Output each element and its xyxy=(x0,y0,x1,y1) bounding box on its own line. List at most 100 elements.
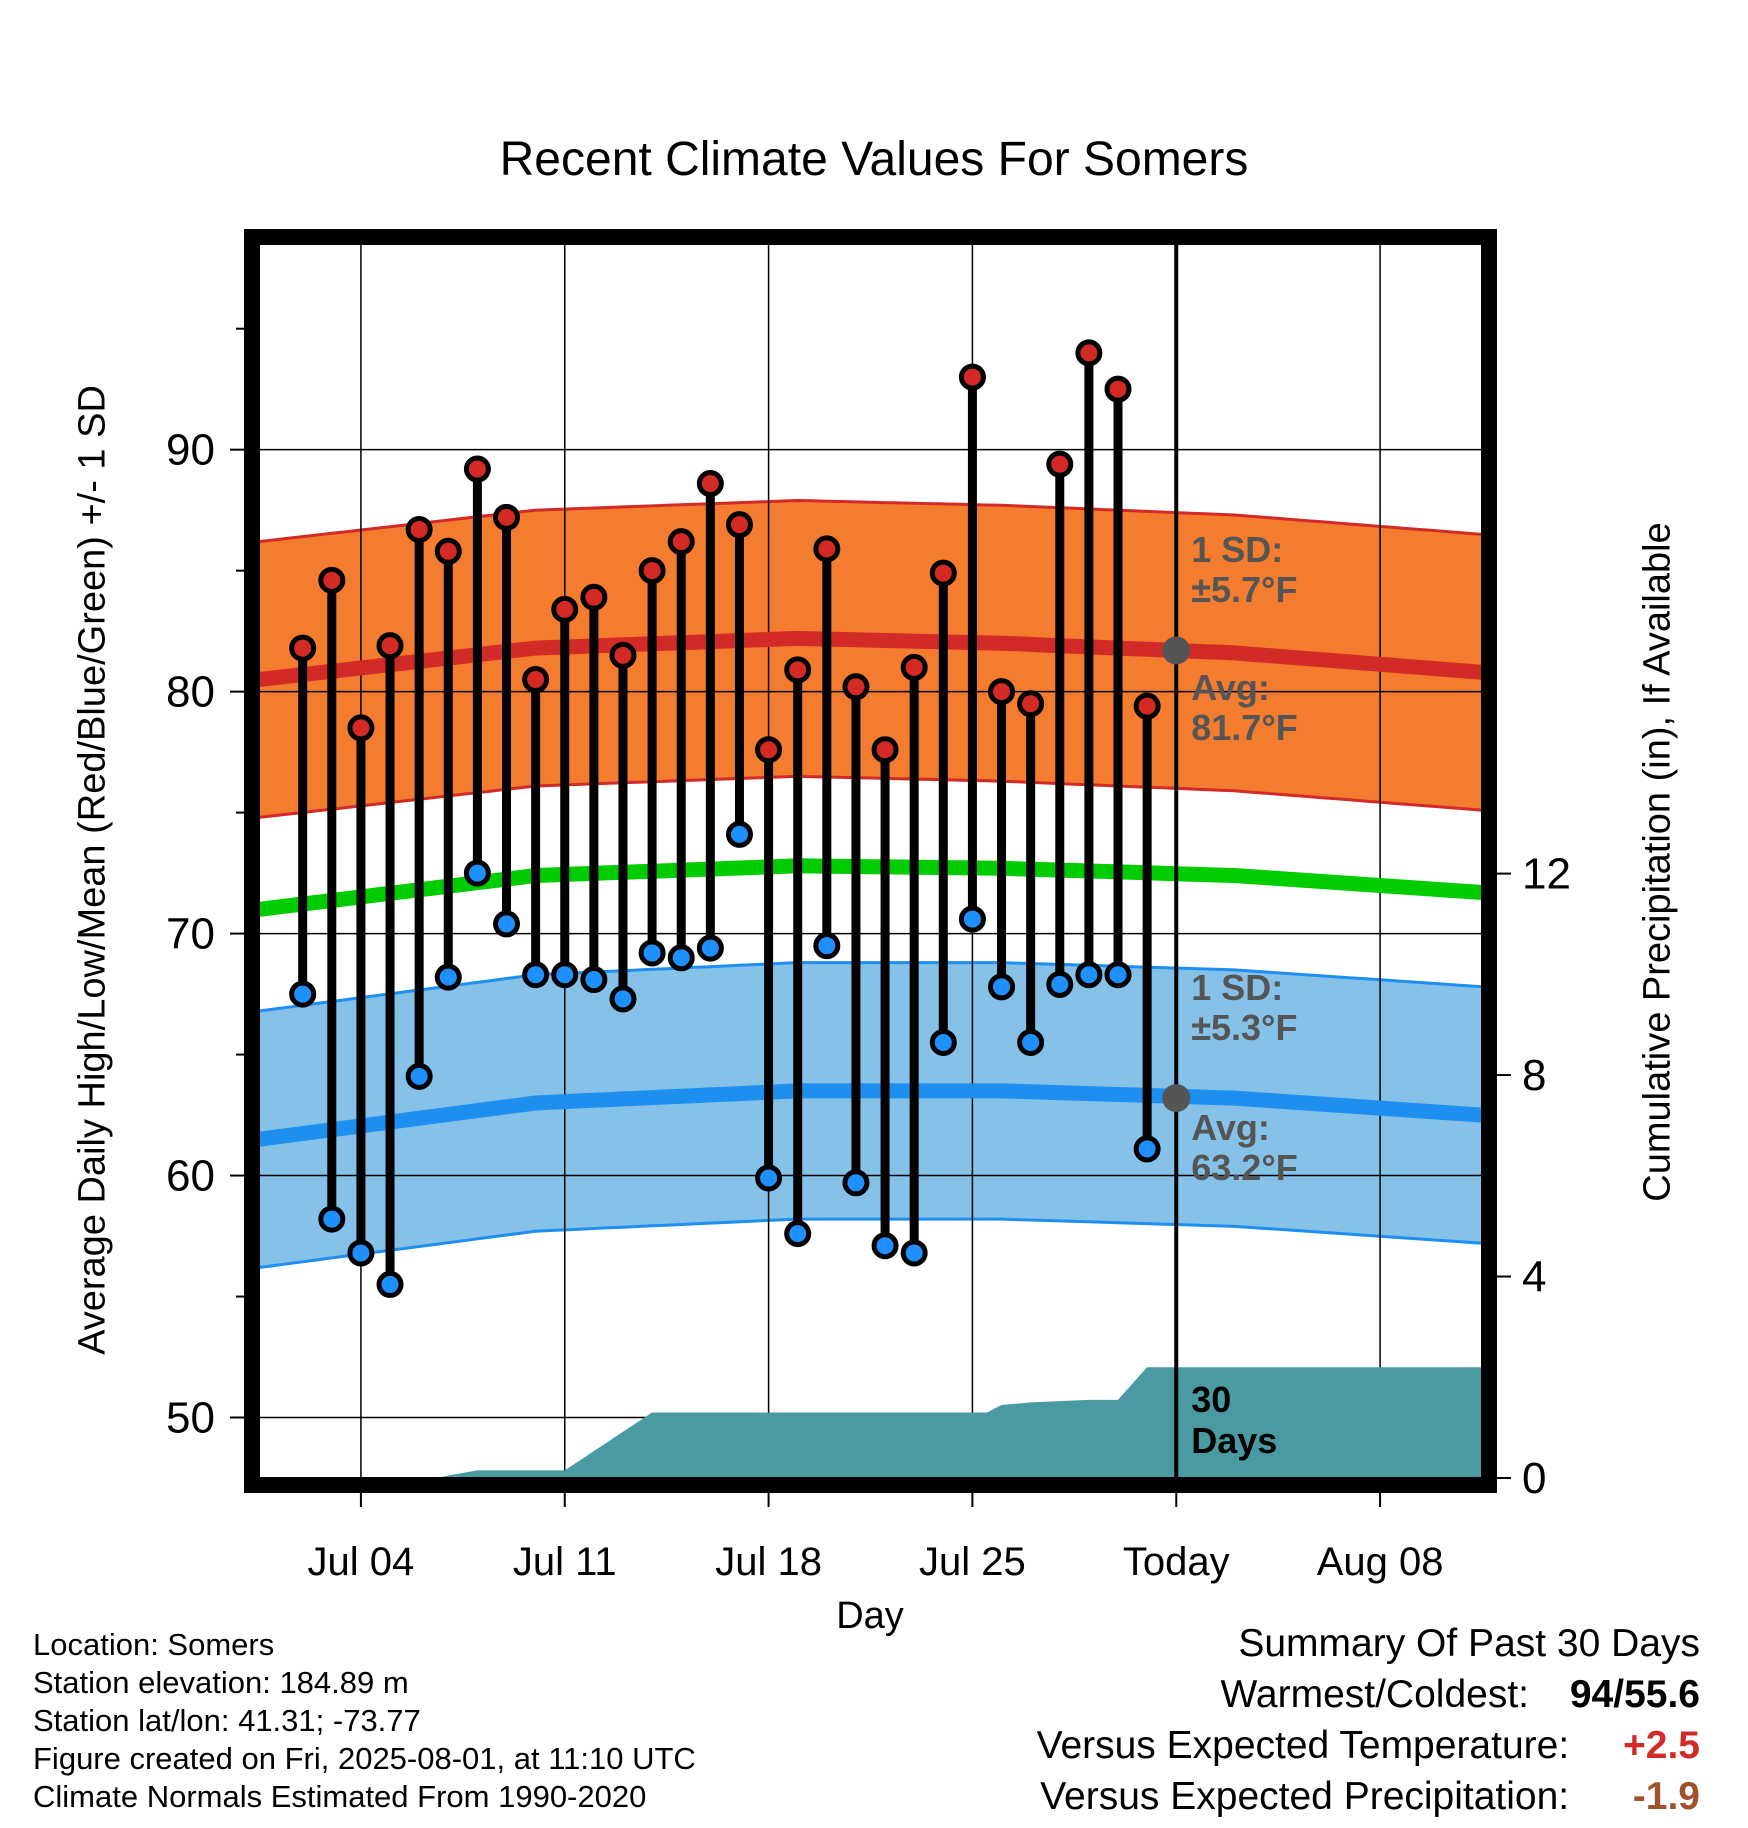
daily-high-point xyxy=(1046,450,1074,478)
daily-high-point xyxy=(813,535,841,563)
low-sd-label: 1 SD: xyxy=(1191,967,1283,1008)
y2-tick-label: 0 xyxy=(1522,1454,1546,1503)
daily-low-point xyxy=(405,1062,433,1090)
daily-high-point xyxy=(463,455,491,483)
low-band-lower xyxy=(258,1217,1483,1269)
daily-low-point xyxy=(958,905,986,933)
y-axis-label: Average Daily High/Low/Mean (Red/Blue/Gr… xyxy=(71,385,114,1355)
daily-high-point xyxy=(522,666,550,694)
x-axis-label: Day xyxy=(836,1595,904,1637)
elevation-text: Station elevation: 184.89 m xyxy=(33,1665,409,1700)
y-tick-label: 90 xyxy=(166,426,215,475)
warmest-coldest-value: 94/55.6 xyxy=(1570,1669,1700,1720)
daily-low-point xyxy=(755,1164,783,1192)
y-tick-label: 60 xyxy=(166,1152,215,1201)
daily-high-point xyxy=(1133,692,1161,720)
daily-high-point xyxy=(1017,690,1045,718)
created-text: Figure created on Fri, 2025-08-01, at 11… xyxy=(33,1741,696,1776)
daily-low-point xyxy=(725,820,753,848)
daily-low-point xyxy=(347,1239,375,1267)
low-avg-label: Avg: xyxy=(1191,1107,1270,1148)
daily-high-point xyxy=(493,503,521,531)
daily-low-point xyxy=(580,966,608,994)
daily-low-point xyxy=(609,985,637,1013)
summary-panel: Summary Of Past 30 Days Warmest/Coldest:… xyxy=(1037,1618,1700,1822)
daily-low-point xyxy=(871,1232,899,1260)
daily-low-point xyxy=(376,1270,404,1298)
high-avg-label: Avg: xyxy=(1191,667,1270,708)
low-avg-value: 63.2°F xyxy=(1191,1147,1297,1188)
daily-high-point xyxy=(696,470,724,498)
temp-label: Versus Expected Temperature: xyxy=(1036,1724,1570,1767)
y-tick-label: 70 xyxy=(166,910,215,959)
summary-heading: Summary Of Past 30 Days xyxy=(1238,1622,1700,1665)
chart-title: Recent Climate Values For Somers xyxy=(499,133,1249,186)
daily-high-point xyxy=(638,557,666,585)
x-tick-label: Jul 25 xyxy=(919,1540,1026,1584)
daily-low-point xyxy=(522,961,550,989)
high-avg-value: 81.7°F xyxy=(1191,707,1297,748)
daily-high-point xyxy=(1104,375,1132,403)
daily-high-point xyxy=(988,678,1016,706)
y2-axis-label: Cumulative Precipitation (in), If Availa… xyxy=(1636,522,1679,1202)
warmest-value: 94 xyxy=(1569,1673,1614,1716)
temp-value: +2.5 xyxy=(1623,1724,1700,1767)
daily-low-point xyxy=(1017,1028,1045,1056)
daily-high-point xyxy=(318,566,346,594)
station-info: Location: Somers Station elevation: 184.… xyxy=(33,1626,696,1816)
low-sd-value: ±5.3°F xyxy=(1191,1007,1297,1048)
precip-label-days: Days xyxy=(1191,1420,1277,1461)
daily-high-point xyxy=(434,537,462,565)
high-sd-value: ±5.7°F xyxy=(1191,569,1297,610)
daily-high-point xyxy=(842,673,870,701)
x-tick-label: Jul 04 xyxy=(308,1540,415,1584)
daily-low-point xyxy=(551,961,579,989)
daily-high-point xyxy=(871,736,899,764)
daily-low-point xyxy=(434,963,462,991)
coldest-value: 55.6 xyxy=(1624,1673,1700,1716)
x-tick-label: Jul 18 xyxy=(715,1540,822,1584)
slash: / xyxy=(1613,1673,1625,1716)
precip-value: -1.9 xyxy=(1632,1775,1700,1818)
daily-low-point xyxy=(1046,970,1074,998)
daily-low-point xyxy=(463,859,491,887)
daily-low-point xyxy=(638,939,666,967)
normal-low-line xyxy=(257,1083,1483,1147)
y2-tick-label: 4 xyxy=(1522,1253,1546,1302)
daily-high-point xyxy=(725,511,753,539)
daily-high-point xyxy=(929,559,957,587)
daily-high-point xyxy=(667,528,695,556)
daily-high-point xyxy=(784,656,812,684)
summary-warmest-row: Warmest/Coldest: 94/55.6 xyxy=(1037,1669,1700,1720)
daily-high-point xyxy=(347,714,375,742)
precip-label-count: 30 xyxy=(1191,1379,1231,1420)
daily-high-point xyxy=(405,516,433,544)
daily-low-point xyxy=(900,1239,928,1267)
daily-low-point xyxy=(813,932,841,960)
precip-area xyxy=(436,1367,1483,1478)
daily-low-point xyxy=(988,973,1016,1001)
daily-high-point xyxy=(376,632,404,660)
y2-tick-label: 8 xyxy=(1522,1051,1546,1100)
daily-high-point xyxy=(580,583,608,611)
x-tick-label: Aug 08 xyxy=(1317,1540,1444,1584)
daily-low-point xyxy=(929,1028,957,1056)
daily-high-point xyxy=(900,653,928,681)
warmest-label: Warmest/Coldest: xyxy=(1220,1673,1530,1716)
high-avg-marker xyxy=(1162,636,1191,665)
low-band-upper xyxy=(258,961,1483,1013)
latlon-text: Station lat/lon: 41.31; -73.77 xyxy=(33,1703,421,1738)
low-avg-marker xyxy=(1162,1084,1191,1113)
daily-low-point xyxy=(493,910,521,938)
daily-low-point xyxy=(696,934,724,962)
normal-mean-line xyxy=(258,858,1483,917)
daily-low-point xyxy=(842,1169,870,1197)
daily-low-point xyxy=(1075,961,1103,989)
daily-low-point xyxy=(289,980,317,1008)
daily-low-point xyxy=(318,1205,346,1233)
x-tick-label: Jul 11 xyxy=(513,1540,617,1584)
daily-high-point xyxy=(551,595,579,623)
daily-high-point xyxy=(958,363,986,391)
daily-low-point xyxy=(784,1220,812,1248)
